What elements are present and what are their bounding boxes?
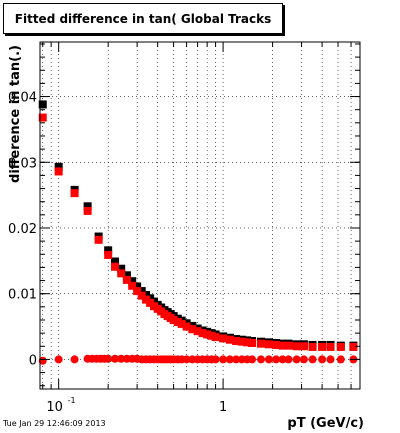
- data-point: [284, 355, 293, 364]
- data-point: [211, 355, 220, 364]
- data-point: [110, 257, 119, 266]
- data-point: [272, 355, 281, 364]
- data-point: [211, 333, 220, 342]
- data-point: [110, 262, 119, 271]
- data-point: [256, 355, 265, 364]
- data-point: [83, 206, 92, 215]
- data-point: [142, 295, 151, 304]
- data-point: [128, 277, 137, 286]
- datestamp: Tue Jan 29 12:46:09 2013: [3, 419, 106, 428]
- data-point: [326, 342, 335, 351]
- data-point: [336, 342, 345, 351]
- data-point: [122, 275, 131, 284]
- y-tick-label: 0: [29, 353, 37, 368]
- data-point: [278, 355, 287, 364]
- data-point: [38, 100, 47, 109]
- data-point: [203, 330, 212, 339]
- series-1: [38, 100, 358, 350]
- data-point: [318, 355, 327, 364]
- data-point: [94, 235, 103, 244]
- data-point: [117, 264, 126, 273]
- data-point: [225, 335, 234, 344]
- data-point: [243, 338, 252, 347]
- data-point: [133, 287, 142, 296]
- data-point: [237, 337, 246, 346]
- data-point: [54, 162, 63, 171]
- data-points: [38, 100, 358, 365]
- data-point: [232, 355, 241, 364]
- data-point: [278, 341, 287, 350]
- data-point: [256, 339, 265, 348]
- y-tick-label: 0.02: [8, 222, 37, 237]
- y-axis-label: difference in tan(.): [8, 45, 23, 183]
- data-point: [225, 355, 234, 364]
- x-tick-label: 1: [219, 400, 227, 415]
- data-point: [219, 334, 228, 343]
- series-2: [38, 113, 358, 351]
- data-point: [83, 202, 92, 211]
- data-point: [104, 250, 113, 259]
- axes: 10 -1 100.010.020.030.04: [8, 42, 360, 415]
- data-point: [207, 331, 216, 340]
- data-point: [248, 338, 257, 347]
- data-point: [54, 167, 63, 176]
- data-point: [182, 355, 191, 364]
- data-point: [54, 355, 63, 364]
- data-point: [198, 329, 207, 338]
- plot-frame: [39, 41, 361, 390]
- y-tick-label: 0.01: [8, 288, 37, 303]
- series-3: [38, 354, 358, 365]
- data-point: [292, 342, 301, 351]
- data-point: [38, 113, 47, 122]
- data-point: [193, 327, 202, 336]
- data-point: [137, 287, 146, 296]
- data-point: [177, 319, 186, 328]
- data-point: [117, 269, 126, 278]
- y-tick-label: 0.04: [8, 91, 37, 106]
- data-point: [232, 337, 241, 346]
- data-point: [137, 291, 146, 300]
- data-point: [326, 355, 335, 364]
- data-point: [70, 355, 79, 364]
- data-point: [169, 315, 178, 324]
- data-point: [38, 356, 47, 365]
- data-point: [284, 341, 293, 350]
- data-point: [104, 246, 113, 255]
- data-point: [336, 355, 345, 364]
- data-point: [292, 355, 301, 364]
- x-axis-label: pT (GeV/c): [287, 416, 364, 431]
- chart-title: Fitted difference in tan( Global Tracks: [14, 11, 272, 26]
- data-point: [219, 355, 228, 364]
- data-point: [133, 282, 142, 291]
- data-point: [188, 325, 197, 334]
- data-point: [308, 355, 317, 364]
- data-point: [349, 342, 358, 351]
- data-point: [70, 189, 79, 198]
- x-tick-label: 10: [46, 400, 63, 415]
- data-point: [272, 340, 281, 349]
- data-point: [128, 281, 137, 290]
- data-point: [264, 355, 273, 364]
- data-point: [264, 340, 273, 349]
- y-tick-label: 0.03: [8, 156, 37, 171]
- data-point: [299, 342, 308, 351]
- data-point: [110, 354, 119, 363]
- data-point: [122, 271, 131, 280]
- data-point: [117, 354, 126, 363]
- data-point: [308, 342, 317, 351]
- data-point: [142, 291, 151, 300]
- data-point: [182, 322, 191, 331]
- data-point: [248, 355, 257, 364]
- x-tick-label-exponent: -1: [68, 396, 76, 405]
- data-point: [104, 354, 113, 363]
- chart-title-box: Fitted difference in tan( Global Tracks: [3, 3, 283, 34]
- data-point: [299, 355, 308, 364]
- data-point: [318, 342, 327, 351]
